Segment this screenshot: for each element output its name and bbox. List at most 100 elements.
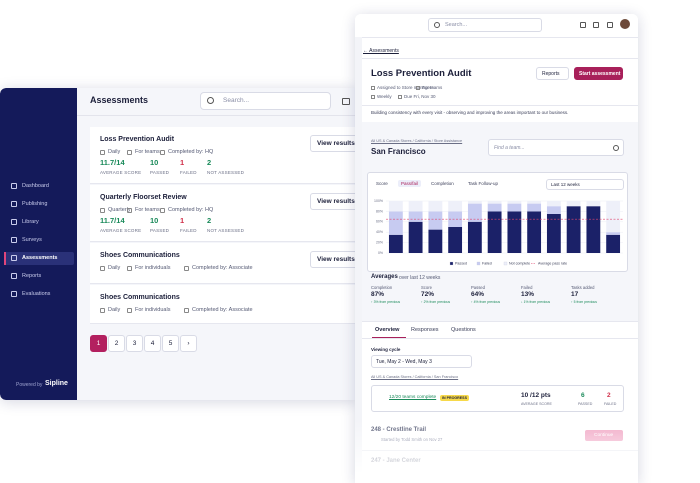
- summary-row: 12/20 teams complete IN PROGRESS 10 /12 pt…: [371, 385, 624, 412]
- average-change: ↑ 2% from previous: [421, 300, 451, 304]
- nav-item[interactable]: Evaluations: [22, 291, 51, 297]
- search-placeholder: Search...: [445, 22, 468, 28]
- page-button[interactable]: 5: [162, 335, 179, 352]
- legend-swatch: [449, 261, 454, 266]
- page-button[interactable]: 1: [90, 335, 107, 352]
- range-select[interactable]: Last 12 weeks: [546, 179, 624, 190]
- bar-segment: [487, 201, 502, 204]
- detail-meta: Assigned to Store managers: [377, 85, 434, 90]
- card-meta: Daily: [108, 265, 121, 271]
- average-value: 13%: [521, 291, 535, 298]
- active-highlight: [4, 252, 74, 265]
- assessment-card: Shoes Communications Daily For individuals…: [90, 285, 356, 324]
- bar-segment: [507, 211, 522, 253]
- bar-segment: [546, 214, 561, 253]
- detail-tab[interactable]: Responses: [411, 327, 439, 333]
- tab-underline: [372, 337, 406, 339]
- view-results-button[interactable]: View results: [310, 251, 356, 268]
- nav-item[interactable]: Reports: [22, 273, 42, 279]
- main: Assessments Search... Loss Prevention Audi…: [77, 88, 356, 400]
- topbar-icon[interactable]: [607, 22, 613, 28]
- print-icon: [342, 98, 350, 105]
- nav-icon: [11, 255, 17, 261]
- start-button[interactable]: Start assessment: [574, 67, 623, 80]
- sidebar: Dashboard Publishing Library Surveys Assessm…: [0, 88, 77, 400]
- chart-card: Score Pass/fail Completion Task Follow-up La…: [367, 172, 628, 272]
- stat-value: 11.7/14: [100, 158, 125, 167]
- nav-icon: [11, 273, 17, 279]
- side-strip: [355, 37, 362, 483]
- stat-label: FAILED: [180, 228, 197, 233]
- powered-by: Powered by: [16, 382, 43, 388]
- nav-icon: [11, 219, 17, 225]
- meta-icon: [371, 95, 375, 99]
- page-button[interactable]: 4: [144, 335, 161, 352]
- view-results-button[interactable]: View results: [310, 193, 356, 210]
- bar-segment: [388, 211, 403, 235]
- detail-tab[interactable]: Questions: [451, 327, 476, 333]
- meta-icon: [371, 86, 375, 90]
- average-change: ↑ 3% from previous: [371, 300, 401, 304]
- average-label: Tasks added: [571, 285, 595, 290]
- cycle-select[interactable]: Tue, May 2 - Wed, May 3: [371, 355, 472, 368]
- bar-segment: [487, 211, 502, 253]
- score-label: AVERAGE SCORE: [521, 402, 552, 406]
- nav-icon: [11, 201, 17, 207]
- page-button[interactable]: 3: [126, 335, 143, 352]
- meta-icon: [398, 95, 402, 99]
- bar-segment: [388, 201, 403, 212]
- meta-icon: [100, 208, 105, 213]
- search-placeholder: Search...: [223, 97, 250, 104]
- legend-label: Passed: [455, 262, 467, 266]
- meta-icon: [416, 86, 420, 90]
- view-results-button[interactable]: View results: [310, 135, 356, 152]
- nav-item[interactable]: Publishing: [22, 201, 48, 207]
- topbar-icon[interactable]: [580, 22, 586, 28]
- page-label: 3: [132, 340, 137, 347]
- bar-segment: [606, 232, 621, 235]
- reports-button[interactable]: Reports: [536, 67, 569, 80]
- bar-segment: [507, 203, 522, 212]
- nav-item[interactable]: Library: [22, 219, 39, 225]
- topbar-icon[interactable]: [593, 22, 599, 28]
- page-button[interactable]: 2: [108, 335, 125, 352]
- nav-item[interactable]: Surveys: [22, 237, 42, 243]
- find-team-box[interactable]: Find a team...: [488, 139, 624, 156]
- back-link[interactable]: ← Assessments: [363, 48, 399, 54]
- nav-item[interactable]: Dashboard: [22, 183, 49, 189]
- legend-swatch: [503, 261, 508, 266]
- avatar: [620, 19, 630, 29]
- card-meta: Completed by: HQ: [168, 149, 214, 155]
- bar-segment: [546, 206, 561, 214]
- detail-tab[interactable]: Overview: [375, 327, 400, 333]
- chart-tab[interactable]: Score: [376, 181, 388, 186]
- find-icon: [613, 145, 619, 151]
- page-button[interactable]: ›: [180, 335, 197, 352]
- nav-icon: [11, 183, 17, 189]
- button-label: View results: [317, 256, 355, 263]
- meta-icon: [184, 308, 189, 313]
- legend-swatch: [476, 261, 481, 266]
- bar-segment: [388, 234, 403, 253]
- chart-tab[interactable]: Completion: [431, 181, 454, 186]
- search-box[interactable]: Search...: [428, 18, 542, 32]
- page-label: ›: [187, 340, 190, 347]
- bar-segment: [408, 201, 423, 212]
- average-label: Completion: [371, 285, 393, 290]
- meta-icon: [160, 208, 165, 213]
- stat-value: 1: [180, 158, 185, 167]
- chart-tab[interactable]: Pass/fail: [398, 180, 422, 187]
- nav-item[interactable]: Assessments: [22, 255, 58, 261]
- bar-segment: [408, 211, 423, 222]
- bar-segment: [408, 221, 423, 253]
- bar-segment: [487, 203, 502, 212]
- bar-segment: [448, 211, 463, 227]
- cycle-label: Viewing cycle: [371, 347, 401, 352]
- search-box[interactable]: Search...: [200, 92, 331, 110]
- average-value: 64%: [471, 291, 485, 298]
- stat-label: AVERAGE SCORE: [100, 170, 142, 175]
- page-label: 4: [150, 340, 155, 347]
- average-label: Failed: [521, 285, 533, 290]
- chart-tab[interactable]: Task Follow-up: [468, 181, 499, 186]
